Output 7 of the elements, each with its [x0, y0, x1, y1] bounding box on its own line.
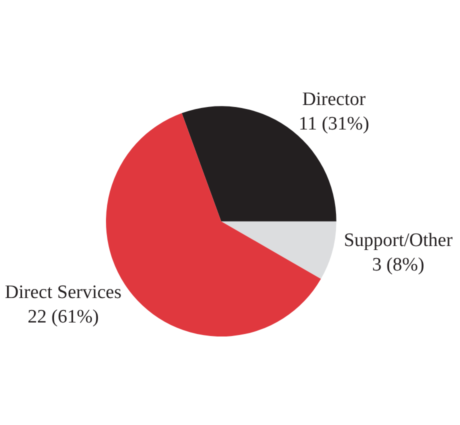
pie-slice	[221, 221, 336, 279]
slice-label: Support/Other	[344, 230, 454, 251]
data-label: 11 (31%)	[298, 114, 370, 135]
slice-label: Director	[302, 88, 366, 110]
slice-label: Direct Services	[4, 282, 122, 303]
data-label: 3 (8%)	[372, 254, 424, 276]
data-label: 22 (61%)	[28, 306, 99, 328]
